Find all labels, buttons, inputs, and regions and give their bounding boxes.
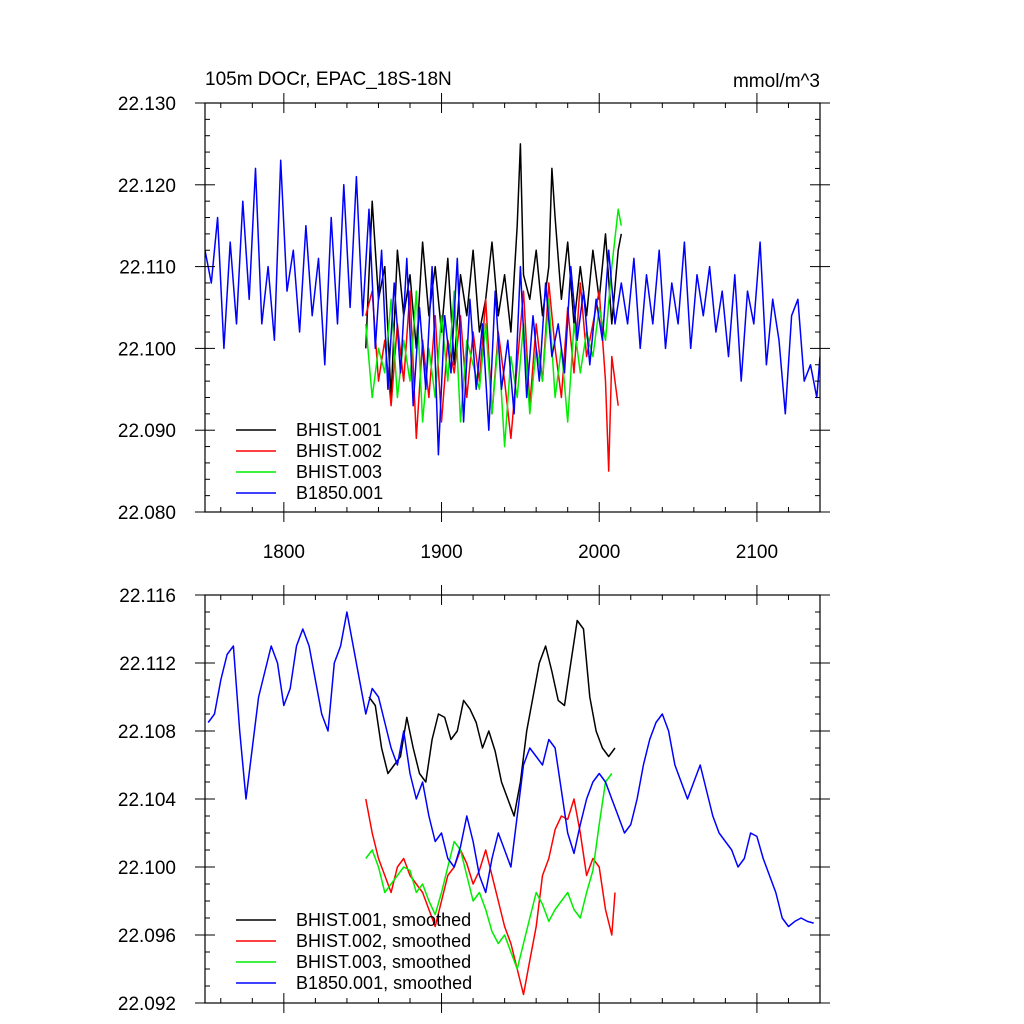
legend-label: B1850.001: [296, 483, 383, 503]
legend-label: BHIST.001, smoothed: [296, 910, 471, 930]
bottom-panel: 22.092 22.096 22.100 22.104 22.108 22.112 22.1…: [118, 585, 830, 1015]
top-panel: 105m DOCr, EPAC_18S-18N mmol/m^3 1800 190…: [118, 69, 830, 563]
y-tick-label: 22.120: [118, 176, 176, 197]
series-lines: [207, 611, 814, 996]
x-tick-label: 2100: [736, 542, 778, 563]
x-tick-label: 1900: [420, 542, 462, 563]
units-label: mmol/m^3: [733, 71, 820, 92]
y-tick-label: 22.104: [118, 790, 177, 811]
y-tick-label: 22.090: [118, 421, 176, 442]
legend-label: B1850.001, smoothed: [296, 973, 472, 993]
legend-label: BHIST.003, smoothed: [296, 952, 471, 972]
series-line-bhist-003-smoothed: [365, 773, 613, 970]
y-tick-label: 22.080: [118, 503, 176, 524]
y-tick-label: 22.096: [118, 926, 176, 947]
series-line-bhist-003: [365, 208, 623, 448]
series-line-bhist-001-smoothed: [368, 619, 616, 817]
chart-title: 105m DOCr, EPAC_18S-18N: [205, 69, 452, 90]
y-tick-label: 22.100: [118, 339, 176, 360]
y-tick-label: 22.092: [118, 994, 176, 1015]
series-line-b1850-001: [205, 159, 820, 456]
y-tick-label: 22.112: [119, 654, 176, 675]
legend-label: BHIST.002: [296, 441, 382, 461]
plot-frame: [204, 102, 821, 513]
y-tick-label: 22.130: [118, 94, 176, 115]
series-line-bhist-001: [365, 143, 623, 399]
legend-label: BHIST.002, smoothed: [296, 931, 471, 951]
series-line-b1850-001-smoothed: [207, 611, 814, 928]
legend-label: BHIST.003: [296, 462, 382, 482]
series-lines: [205, 143, 820, 472]
y-tick-label: 22.110: [119, 258, 176, 279]
x-tick-label: 2000: [578, 542, 620, 563]
y-tick-label: 22.116: [119, 586, 176, 607]
y-tick-label: 22.108: [118, 722, 176, 743]
x-tick-label: 1800: [263, 542, 305, 563]
y-tick-label: 22.100: [118, 858, 176, 879]
legend-label: BHIST.001: [296, 420, 382, 440]
